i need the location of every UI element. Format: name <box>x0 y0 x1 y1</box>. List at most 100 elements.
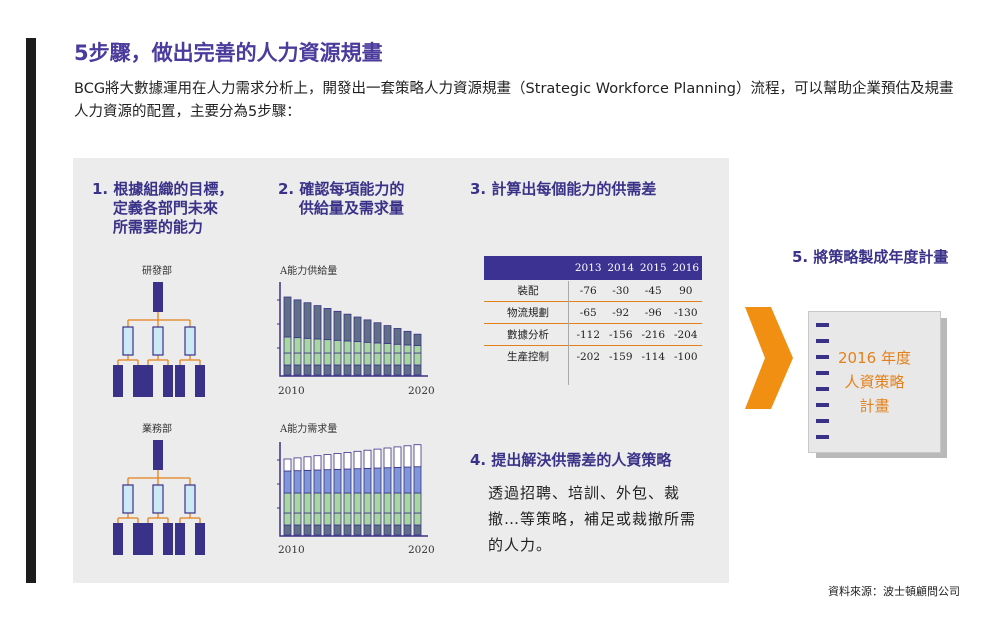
chart-bar-segment <box>403 364 412 376</box>
chart-bar-segment <box>353 524 362 536</box>
plan-line-3: 計畫 <box>859 397 890 415</box>
table-row-role: 物流規劃 <box>484 301 572 324</box>
demand-chart-label: A能力需求量 <box>280 424 338 435</box>
binder-ring <box>816 387 829 391</box>
chart-bar-segment <box>303 512 312 526</box>
chart-bar-segment <box>403 512 412 526</box>
table-year-header: 2015 <box>637 256 670 280</box>
chart-bar-segment <box>343 451 352 470</box>
chart-bar-segment <box>353 450 362 470</box>
chart-bar-segment <box>373 524 382 536</box>
source-note: 資料來源：波士頓顧問公司 <box>828 585 960 598</box>
chart-bar-segment <box>313 305 322 340</box>
chart-bar-segment <box>413 352 422 366</box>
table-cell: -30 <box>604 280 637 302</box>
chart-bar-segment <box>323 512 332 526</box>
chart-bar-segment <box>363 352 372 366</box>
chart-bar-segment <box>303 492 312 514</box>
table-row: 裝配 -76 -30 -45 90 <box>484 280 702 302</box>
plan-line-1: 2016 年度 <box>838 349 911 367</box>
chart-bar-segment <box>313 492 322 514</box>
chart-bar-segment <box>293 352 302 366</box>
chart-bar-segment <box>413 333 422 346</box>
chart-bar-segment <box>283 512 292 526</box>
intro-paragraph: BCG將大數據運用在人力需求分析上，開發出一套策略人力資源規畫（Strategi… <box>74 81 954 120</box>
chart-bar-segment <box>293 512 302 526</box>
table-divider <box>568 281 569 385</box>
chart-bar-segment <box>403 445 412 468</box>
demand-x-end: 2020 <box>408 544 435 556</box>
chart-bar-segment <box>333 524 342 536</box>
table-cell: -45 <box>637 280 670 302</box>
chart-bar-segment <box>393 328 402 345</box>
table-cell: -216 <box>637 323 670 346</box>
table-year-header: 2016 <box>669 256 702 280</box>
chart-bar-segment <box>383 447 392 469</box>
chart-bar-segment <box>343 313 352 342</box>
chart-bar-segment <box>363 467 372 494</box>
chart-bar-segment <box>413 364 422 376</box>
org-chart-1-label: 研發部 <box>142 266 172 277</box>
annual-plan-text: 2016 年度 人資策略 計畫 <box>809 346 940 418</box>
chart-bar-segment <box>353 341 362 354</box>
chart-bar-segment <box>393 343 402 354</box>
chart-bar-segment <box>353 468 362 494</box>
chart-bar-segment <box>343 512 352 526</box>
supply-chart-label: A能力供給量 <box>280 266 338 277</box>
chart-bar-segment <box>363 449 372 469</box>
org-chart-1 <box>113 282 205 397</box>
chart-bar-segment <box>283 296 292 338</box>
chart-bar-segment <box>293 337 302 354</box>
chart-bar-segment <box>323 524 332 536</box>
annual-plan-card: 2016 年度 人資策略 計畫 <box>808 311 941 453</box>
table-cell: -100 <box>673 350 698 363</box>
chart-bar-segment <box>323 308 332 341</box>
table-year-header: 2014 <box>604 256 637 280</box>
chart-bar-segment <box>383 325 392 344</box>
step-3-heading: 3. 計算出每個能力的供需差 <box>470 180 657 198</box>
binder-ring <box>816 355 829 359</box>
chart-bar-segment <box>393 512 402 526</box>
binder-ring <box>816 419 829 423</box>
table-row-role: 裝配 <box>484 280 572 302</box>
table-cell: -96 <box>637 301 670 324</box>
table-row-role: 生產控制 <box>507 351 549 363</box>
chart-bar-segment <box>383 492 392 514</box>
chart-bar-segment <box>333 364 342 376</box>
table-cell: 90 <box>669 280 702 302</box>
chart-bar-segment <box>283 492 292 514</box>
chart-bar-segment <box>313 455 322 471</box>
chart-bar-segment <box>293 470 302 494</box>
chart-bar-segment <box>403 352 412 366</box>
chart-bar-segment <box>333 310 342 341</box>
table-row: 物流規劃 -65 -92 -96 -130 <box>484 301 702 324</box>
table-row-role: 數據分析 <box>484 323 572 346</box>
demand-x-start: 2010 <box>278 544 305 556</box>
table-year-header: 2013 <box>572 256 605 280</box>
chart-bar-segment <box>413 345 422 354</box>
chart-bar-segment <box>373 352 382 366</box>
chart-bar-segment <box>363 492 372 514</box>
chart-bar-segment <box>313 338 322 354</box>
chart-bar-segment <box>283 524 292 536</box>
org-chart-2 <box>113 440 205 555</box>
chart-bar-segment <box>413 512 422 526</box>
chart-bar-segment <box>413 444 422 468</box>
chart-bar-segment <box>383 524 392 536</box>
chart-bar-segment <box>343 364 352 376</box>
chart-bar-segment <box>293 299 302 339</box>
step-4-heading: 4. 提出解決供需差的人資策略 <box>470 451 672 469</box>
table-cell: -92 <box>604 301 637 324</box>
binder-ring <box>816 339 829 343</box>
chart-bar-segment <box>343 492 352 514</box>
chart-bar-segment <box>283 470 292 494</box>
chart-bar-segment <box>353 492 362 514</box>
chart-bar-segment <box>353 316 362 343</box>
chart-bar-segment <box>303 524 312 536</box>
chart-bar-segment <box>383 343 392 354</box>
chart-bar-segment <box>293 457 302 472</box>
binder-ring <box>816 403 829 407</box>
chart-bar-segment <box>403 330 412 346</box>
chart-bar-segment <box>333 468 342 494</box>
chart-bar-segment <box>303 364 312 376</box>
